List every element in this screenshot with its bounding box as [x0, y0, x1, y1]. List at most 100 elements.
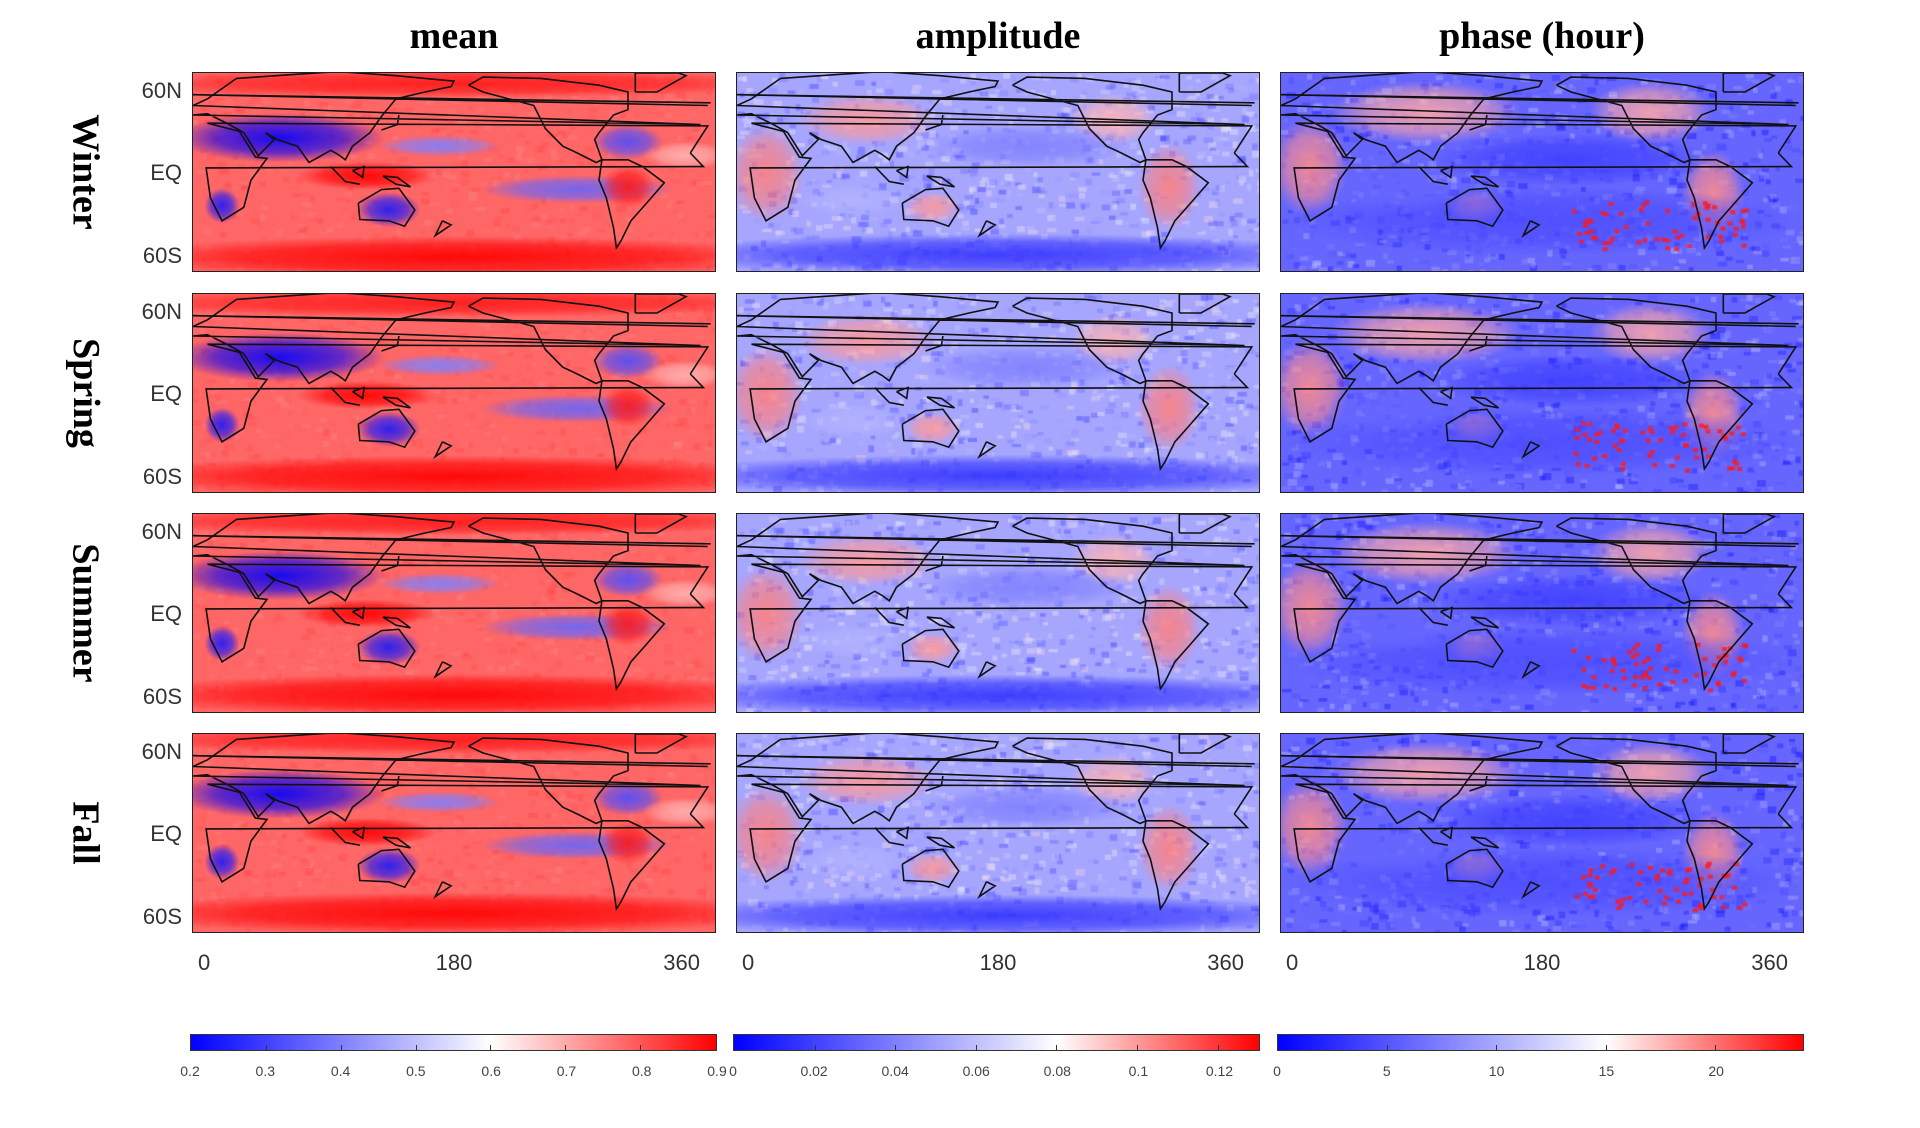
coastline: [1281, 734, 1799, 912]
coastline: [737, 73, 1255, 251]
row-label-fall: Fall: [40, 733, 132, 933]
column-title-phase: phase (hour): [1439, 15, 1645, 57]
colorbar-tick: [490, 1045, 492, 1050]
lat-tick-label: EQ: [150, 160, 182, 185]
coastline: [1281, 514, 1799, 692]
colorbar-tick-label: 0.3: [255, 1063, 276, 1079]
map-panel-winter-phase: [1280, 72, 1804, 272]
colorbar-mean: [190, 1034, 717, 1051]
coastline-overlay: [737, 734, 1255, 912]
coastline-overlay: [1281, 514, 1799, 692]
lon-tick-label: 180: [1523, 950, 1561, 975]
row-label-text: Summer: [65, 543, 107, 683]
row-label-text: Fall: [64, 801, 107, 865]
coastline-overlay: [737, 294, 1255, 472]
colorbar-tick-label: 0.12: [1205, 1063, 1234, 1079]
coastline: [737, 294, 1255, 472]
coastline: [193, 73, 711, 251]
lon-tick-label: 360: [1207, 950, 1244, 975]
lat-tick-label: EQ: [150, 601, 182, 626]
colorbar-tick-label: 0: [1273, 1063, 1281, 1079]
coastline: [737, 514, 1255, 692]
lat-tick-label: 60N: [141, 299, 182, 324]
colorbar-tick: [640, 1045, 642, 1050]
row-label-summer: Summer: [40, 513, 132, 713]
coastline-overlay: [1281, 294, 1799, 472]
lon-tick-label: 0: [1286, 950, 1299, 975]
colorbar-tick-label: 0.8: [631, 1063, 652, 1079]
column-title-mean: mean: [409, 15, 499, 57]
colorbar-tick: [895, 1045, 897, 1050]
lat-tick-label: EQ: [150, 381, 182, 406]
coastline-overlay: [193, 514, 711, 692]
colorbar-tick-label: 0: [729, 1063, 737, 1079]
lat-tick-label: 60N: [141, 519, 182, 544]
lat-tick-label: 60S: [142, 243, 182, 268]
lon-tick-label: 180: [435, 950, 473, 975]
map-panel-winter-mean: [192, 72, 716, 272]
coastline: [1281, 73, 1799, 251]
colorbar-tick-label: 15: [1598, 1063, 1615, 1079]
colorbar-tick: [565, 1045, 567, 1050]
map-panel-spring-mean: [192, 293, 716, 493]
colorbar-tick: [1217, 1045, 1219, 1050]
column-title-amplitude: amplitude: [915, 15, 1081, 57]
colorbar-tick: [975, 1045, 977, 1050]
lon-tick-label: 0: [742, 950, 755, 975]
colorbar-tick-label: 0.06: [962, 1063, 990, 1079]
coastline-overlay: [193, 294, 711, 472]
row-label-spring: Spring: [40, 293, 132, 493]
colorbar-tick: [1714, 1045, 1716, 1050]
map-panel-spring-amplitude: [736, 293, 1260, 493]
coastline-overlay: [193, 734, 711, 912]
coastline-overlay: [193, 73, 711, 251]
colorbar-tick: [340, 1045, 342, 1050]
lat-tick-label: EQ: [150, 821, 182, 846]
colorbar-phase: [1277, 1034, 1804, 1051]
coastline-overlay: [1281, 734, 1799, 912]
row-label-text: Winter: [65, 114, 107, 230]
colorbar-tick: [1496, 1045, 1498, 1050]
colorbar-tick-label: 0.9: [707, 1063, 727, 1079]
coastline: [193, 514, 711, 692]
coastline-overlay: [737, 514, 1255, 692]
colorbar-tick-label: 0.1: [1128, 1063, 1149, 1079]
map-panel-winter-amplitude: [736, 72, 1260, 272]
map-panel-summer-mean: [192, 513, 716, 713]
lat-tick-label: 60N: [141, 739, 182, 764]
colorbar-tick-label: 0.02: [800, 1063, 828, 1079]
colorbar-tick-label: 10: [1488, 1063, 1505, 1079]
colorbar-tick-label: 0.6: [481, 1063, 501, 1079]
map-panel-summer-amplitude: [736, 513, 1260, 713]
colorbar-tick-label: 0.04: [881, 1063, 909, 1079]
lat-tick-label: 60S: [142, 904, 182, 929]
colorbar-tick-label: 0.08: [1043, 1063, 1071, 1079]
map-panel-fall-phase: [1280, 733, 1804, 933]
lon-tick-label: 180: [979, 950, 1017, 975]
colorbar-amplitude: [733, 1034, 1260, 1051]
lat-tick-label: 60S: [142, 684, 182, 709]
coastline: [737, 734, 1255, 912]
colorbar-tick: [1056, 1045, 1058, 1050]
lat-tick-label: 60N: [141, 78, 182, 103]
colorbar-tick: [1605, 1045, 1607, 1050]
colorbar-tick-label: 0.2: [180, 1063, 200, 1079]
colorbar-tick: [1137, 1045, 1139, 1050]
coastline-overlay: [1281, 73, 1799, 251]
colorbar-tick-label: 5: [1382, 1063, 1391, 1079]
row-label-winter: Winter: [40, 72, 132, 272]
map-panel-fall-amplitude: [736, 733, 1260, 933]
coastline: [1281, 294, 1799, 472]
lon-tick-label: 360: [1751, 950, 1788, 975]
coastline: [193, 734, 711, 912]
colorbar-tick: [814, 1045, 816, 1050]
map-panel-summer-phase: [1280, 513, 1804, 713]
map-panel-spring-phase: [1280, 293, 1804, 493]
colorbar-tick: [265, 1045, 267, 1050]
colorbar-tick: [415, 1045, 417, 1050]
row-label-text: Spring: [65, 338, 108, 448]
colorbar-tick-label: 0.5: [406, 1063, 426, 1079]
lon-tick-label: 0: [198, 950, 211, 975]
colorbar-tick-label: 0.4: [330, 1063, 351, 1079]
coastline-overlay: [737, 73, 1255, 251]
